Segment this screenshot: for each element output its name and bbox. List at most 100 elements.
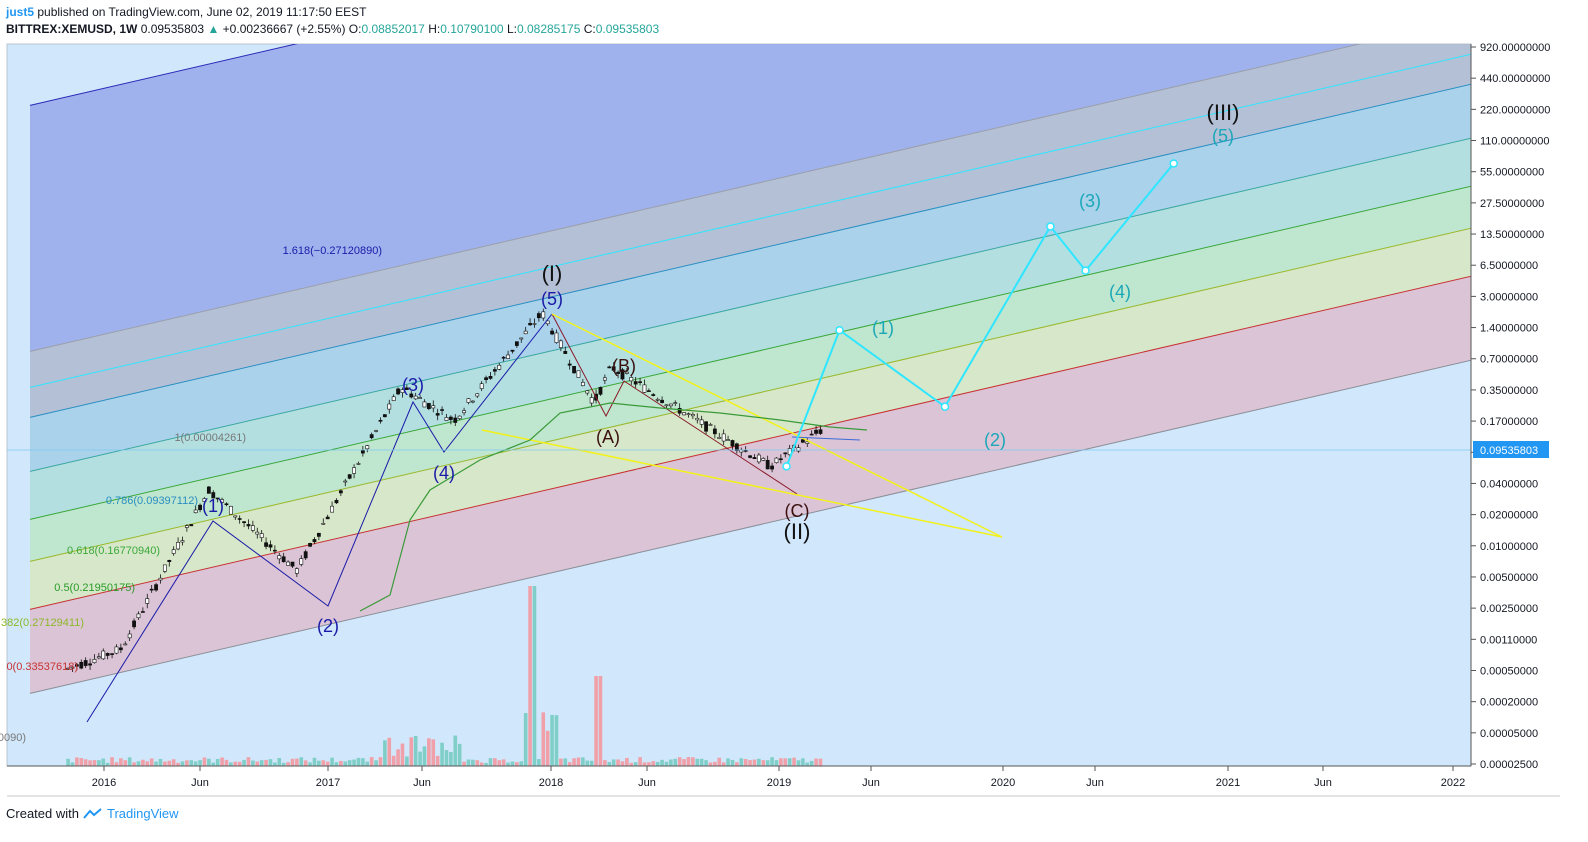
volume-bar	[501, 759, 506, 766]
fib-band	[30, 138, 1471, 520]
fib-line	[29, 44, 298, 106]
candle-body	[101, 650, 106, 660]
candle-body	[96, 656, 101, 659]
candle-body	[180, 540, 185, 543]
volume-bar	[642, 762, 647, 766]
candle-body	[633, 381, 638, 385]
volume-bar	[211, 762, 216, 766]
candle-body	[418, 397, 422, 399]
volume-bar	[237, 761, 242, 766]
volume-bar	[523, 713, 528, 766]
wave-label: (I)	[542, 261, 563, 286]
time-tick-label: 2017	[316, 777, 340, 789]
candle-body	[528, 323, 532, 326]
fib-channel	[29, 44, 1471, 694]
candle-body	[809, 433, 814, 436]
wave-label: (2)	[984, 430, 1006, 450]
candle-body	[189, 524, 194, 527]
volume-bar	[136, 761, 141, 766]
candle-body	[800, 439, 805, 443]
candle-body	[470, 400, 475, 403]
volume-bar	[717, 757, 722, 766]
candle-body	[756, 454, 761, 463]
footer: Created with TradingView	[6, 806, 179, 821]
volume-bar	[572, 758, 576, 766]
wave-label: (4)	[433, 463, 455, 483]
candle-body	[536, 313, 541, 319]
volume-bar	[805, 762, 810, 766]
volume-bar	[198, 760, 202, 766]
candle-body	[668, 403, 673, 407]
wave-label: (3)	[1079, 191, 1101, 211]
candle-body	[462, 410, 466, 414]
candle-body	[673, 402, 678, 404]
volume-bar	[255, 761, 260, 766]
wave-label: (C)	[785, 501, 810, 521]
wave-label: (1)	[872, 318, 894, 338]
volume-bar	[818, 758, 823, 766]
symbol-name: BITTREX:XEMUSD, 1W	[6, 22, 138, 36]
price-tick-label: 920.00000000	[1480, 42, 1550, 54]
tradingview-link[interactable]: TradingView	[106, 806, 179, 821]
volume-bar	[647, 762, 651, 766]
volume-bar	[809, 760, 814, 766]
volume-bar	[431, 739, 436, 766]
candle-body	[558, 340, 563, 348]
volume-bar	[704, 760, 708, 766]
candle-body	[286, 561, 290, 566]
volume-bar	[655, 761, 660, 766]
volume-bar	[427, 738, 431, 766]
volume-bar	[259, 760, 264, 766]
candle-body	[259, 533, 264, 538]
volume-bar	[339, 760, 343, 766]
author-link[interactable]: just5	[6, 5, 35, 19]
candle-body	[431, 405, 436, 409]
candle-body	[338, 490, 343, 494]
time-tick-label: 2020	[991, 777, 1015, 789]
volume-bar	[418, 751, 422, 766]
candle-body	[352, 467, 356, 474]
candle-body	[145, 598, 150, 604]
candle-body	[541, 311, 546, 319]
candle-body	[422, 401, 427, 408]
candle-body	[510, 349, 515, 352]
volume-bar	[506, 762, 510, 766]
fib-label: 0.786(0.09397112)	[106, 495, 198, 507]
price-tick-label: 0.02000000	[1480, 510, 1538, 522]
candle-body	[123, 643, 128, 646]
created-with-text: Created with	[6, 806, 79, 821]
candle-body	[321, 522, 326, 525]
candle-body	[140, 611, 145, 613]
volume-bar	[550, 714, 554, 766]
candle-body	[228, 505, 233, 515]
time-tick-label: 2018	[539, 777, 563, 789]
candle-body	[242, 521, 246, 524]
candle-body	[233, 515, 238, 518]
volume-bar	[374, 760, 378, 766]
candle-body	[699, 419, 704, 425]
time-axis[interactable]: 2016 Jun 2017 Jun 2018 Jun 2019 Jun 2020 Jun 2021 J…	[7, 765, 1560, 797]
price-axis[interactable]: 920.00000000 440.00000000 220.00000000 110.…	[1470, 42, 1588, 771]
volume-bar	[97, 760, 101, 766]
up-arrow-icon: ▲	[207, 22, 220, 36]
volume-bar	[400, 743, 405, 766]
candle-body	[475, 393, 480, 397]
volume-bar	[132, 762, 136, 766]
candle-body	[79, 661, 84, 669]
close-value: 0.09535803	[595, 22, 660, 36]
volume-bar	[581, 757, 585, 766]
price-tick-label: 0.00050000	[1480, 665, 1538, 677]
wave-labels: (1) (2) (3) (4) (5) (I) (A) (B) (C)(II) (1) (2) (3)…	[0, 100, 1240, 744]
volume-bar	[88, 760, 92, 766]
candle-body	[330, 505, 334, 513]
volume-bar	[453, 735, 458, 766]
fib-label: 0.382(0.27129411)	[0, 617, 84, 629]
wave-label: (II)	[784, 519, 811, 544]
price-tick-label: 0.00110000	[1480, 634, 1537, 646]
volume-bar	[224, 759, 229, 766]
candle-body	[413, 395, 418, 400]
candle-body	[88, 663, 92, 666]
candle-body	[365, 445, 370, 450]
volume-bar	[167, 760, 172, 766]
